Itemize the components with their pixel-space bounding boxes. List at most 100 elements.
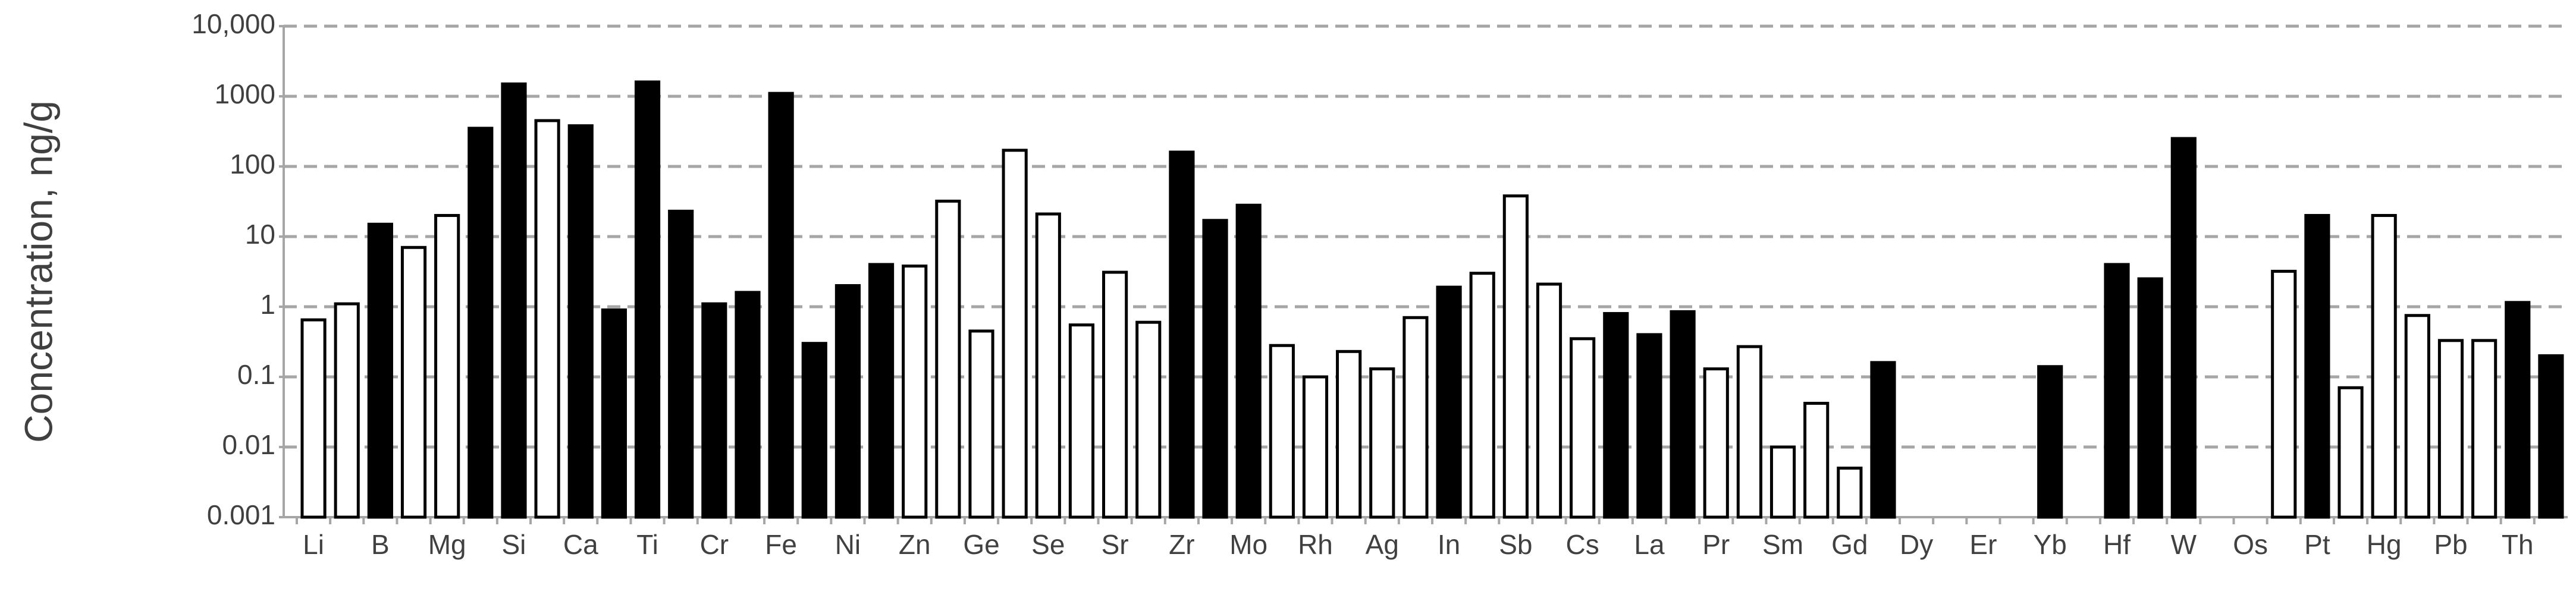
bar xyxy=(2371,213,2397,519)
bar xyxy=(634,80,661,519)
x-tick-label: Th xyxy=(2502,529,2534,560)
y-tick-label: 10 xyxy=(245,219,275,250)
x-tick-label: In xyxy=(1438,529,1460,560)
y-axis-title: Concentration, ng/g xyxy=(16,100,60,443)
x-tick-label: Er xyxy=(1969,529,1997,560)
bar xyxy=(2137,277,2163,519)
x-tick-label: Se xyxy=(1031,529,1065,560)
x-tick-label: Sm xyxy=(1762,529,1803,560)
bar xyxy=(1703,367,1729,519)
y-tick-label: 0.001 xyxy=(207,499,275,530)
x-tick-label: Pb xyxy=(2434,529,2467,560)
bar xyxy=(2404,314,2430,519)
bar xyxy=(467,127,494,519)
bar xyxy=(1002,149,1028,519)
bar xyxy=(2437,339,2464,519)
bar xyxy=(1102,270,1128,519)
bar xyxy=(567,124,594,519)
bar xyxy=(1235,203,1262,519)
x-tick-label: Cs xyxy=(1566,529,1599,560)
bar xyxy=(668,209,694,519)
bar xyxy=(1202,219,1228,519)
bar xyxy=(1302,375,1329,519)
bar xyxy=(1603,311,1629,519)
bar xyxy=(1035,212,1061,519)
x-tick-label: Ca xyxy=(563,529,598,560)
x-tick-label: Yb xyxy=(2034,529,2067,560)
bar xyxy=(1369,367,1395,519)
x-tick-label: Fe xyxy=(765,529,797,560)
y-tick-label: 0.01 xyxy=(222,429,275,460)
bar xyxy=(2538,354,2564,519)
x-tick-label: Si xyxy=(502,529,526,560)
x-tick-label: Ni xyxy=(835,529,861,560)
bar xyxy=(1402,316,1429,519)
bar xyxy=(2471,339,2497,519)
bar xyxy=(501,82,527,519)
bar xyxy=(1336,350,1362,519)
bar xyxy=(2505,301,2531,519)
bar xyxy=(2304,213,2330,519)
bar xyxy=(1269,344,1295,519)
y-tick-label: 1000 xyxy=(215,78,275,109)
bar xyxy=(968,329,994,519)
bar xyxy=(1469,272,1495,519)
bar xyxy=(735,291,761,519)
bar xyxy=(1068,323,1095,519)
bar xyxy=(2037,365,2063,519)
x-tick-label: Hf xyxy=(2103,529,2131,560)
x-tick-label: B xyxy=(371,529,390,560)
x-tick-label: Cr xyxy=(700,529,729,560)
y-tick-label: 100 xyxy=(230,149,275,180)
x-tick-label: Os xyxy=(2233,529,2268,560)
bar xyxy=(768,92,794,519)
bar xyxy=(1769,445,1796,519)
bar xyxy=(2337,386,2364,519)
bar xyxy=(834,284,861,519)
bar xyxy=(2104,263,2130,519)
bar xyxy=(1436,285,1462,519)
x-tick-label: Sr xyxy=(1102,529,1129,560)
bar xyxy=(935,199,961,519)
bar xyxy=(534,119,560,519)
x-tick-label: Ti xyxy=(636,529,658,560)
x-tick-label: Pr xyxy=(1702,529,1730,560)
x-tick-label: Zn xyxy=(899,529,931,560)
bar xyxy=(868,263,895,519)
x-tick-label: La xyxy=(1634,529,1665,560)
x-tick-label: Zr xyxy=(1169,529,1194,560)
x-tick-label: Ge xyxy=(963,529,999,560)
bar xyxy=(1502,194,1529,519)
bar xyxy=(1135,320,1162,519)
bar xyxy=(1636,333,1662,519)
bar xyxy=(1169,150,1195,519)
bar xyxy=(1570,337,1596,519)
x-tick-label: Gd xyxy=(1831,529,1868,560)
y-tick-label: 10,000 xyxy=(192,8,275,39)
x-tick-label: W xyxy=(2171,529,2197,560)
bar xyxy=(367,222,393,519)
bar xyxy=(1870,361,1896,519)
bar xyxy=(1803,401,1830,519)
bar xyxy=(801,342,827,519)
x-tick-label: Mo xyxy=(1229,529,1267,560)
x-tick-label: Dy xyxy=(1900,529,1933,560)
bar xyxy=(701,302,727,519)
x-tick-label: Rh xyxy=(1298,529,1333,560)
y-tick-label: 1 xyxy=(260,289,275,320)
x-tick-label: Mg xyxy=(428,529,466,560)
bar xyxy=(334,302,360,519)
bar xyxy=(902,265,928,519)
x-tick-label: Pt xyxy=(2304,529,2330,560)
bar xyxy=(300,318,327,519)
bar xyxy=(2271,269,2297,519)
bar xyxy=(1670,310,1696,519)
bar xyxy=(1736,345,1762,519)
bar xyxy=(1536,282,1562,519)
x-tick-label: Ag xyxy=(1366,529,1399,560)
x-tick-label: Li xyxy=(303,529,324,560)
bar xyxy=(601,308,627,519)
x-tick-label: Sb xyxy=(1499,529,1532,560)
bar xyxy=(434,213,460,519)
